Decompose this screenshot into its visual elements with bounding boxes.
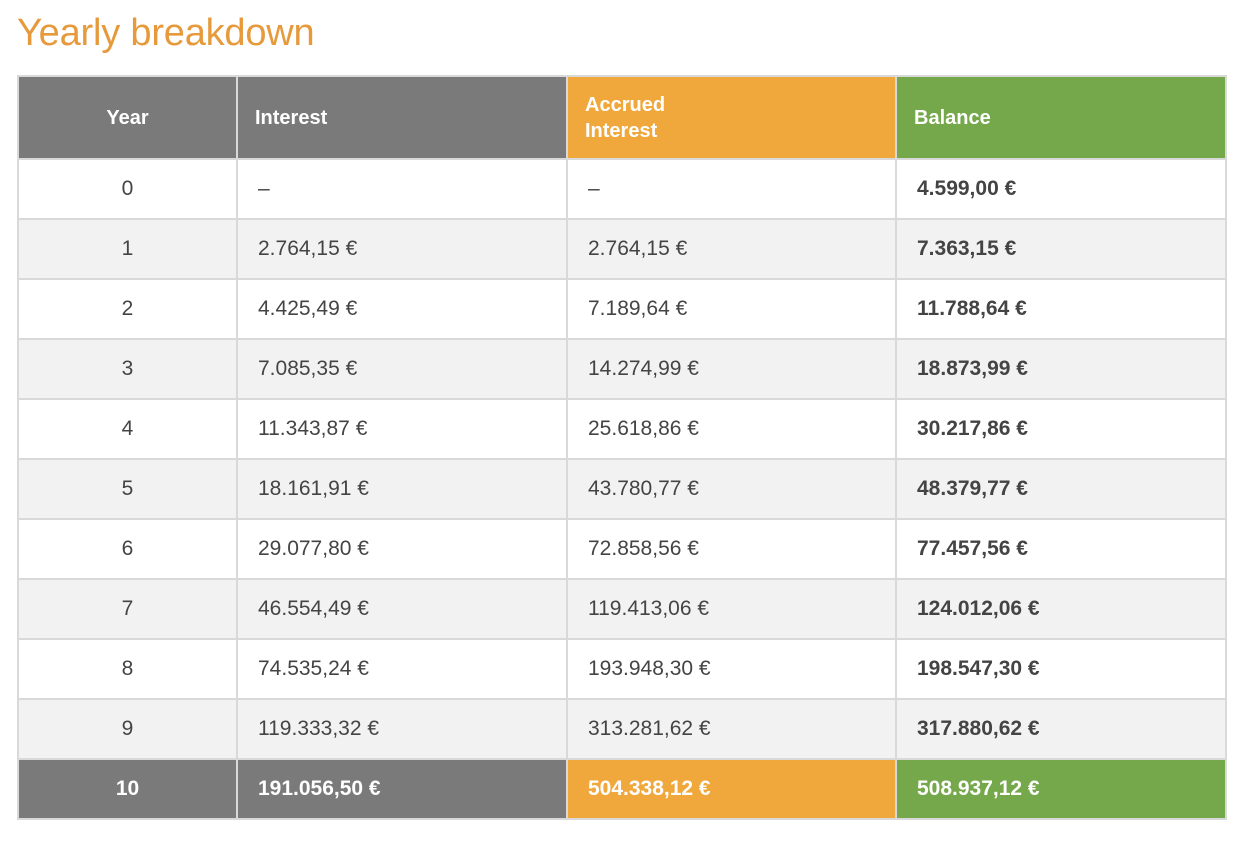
- table-row: 0 – – 4.599,00 €: [17, 158, 1227, 220]
- cell-balance: 198.547,30 €: [895, 638, 1227, 700]
- table-row: 2 4.425,49 € 7.189,64 € 11.788,64 €: [17, 278, 1227, 340]
- cell-balance: 4.599,00 €: [895, 158, 1227, 220]
- cell-accrued: 2.764,15 €: [566, 218, 897, 280]
- cell-balance: 317.880,62 €: [895, 698, 1227, 760]
- cell-year: 4: [17, 398, 238, 460]
- cell-interest: 46.554,49 €: [236, 578, 568, 640]
- table-row: 5 18.161,91 € 43.780,77 € 48.379,77 €: [17, 458, 1227, 520]
- table-row: 7 46.554,49 € 119.413,06 € 124.012,06 €: [17, 578, 1227, 640]
- cell-interest: 7.085,35 €: [236, 338, 568, 400]
- cell-accrued: 72.858,56 €: [566, 518, 897, 580]
- cell-interest: 2.764,15 €: [236, 218, 568, 280]
- cell-balance: 124.012,06 €: [895, 578, 1227, 640]
- cell-balance: 30.217,86 €: [895, 398, 1227, 460]
- cell-interest: 11.343,87 €: [236, 398, 568, 460]
- cell-year: 6: [17, 518, 238, 580]
- cell-year: 5: [17, 458, 238, 520]
- cell-accrued: 25.618,86 €: [566, 398, 897, 460]
- table-row: 3 7.085,35 € 14.274,99 € 18.873,99 €: [17, 338, 1227, 400]
- table-row: 1 2.764,15 € 2.764,15 € 7.363,15 €: [17, 218, 1227, 280]
- header-balance: Balance: [895, 75, 1227, 160]
- table-header-row: Year Interest Accrued Interest Balance: [17, 75, 1227, 160]
- cell-accrued: 313.281,62 €: [566, 698, 897, 760]
- cell-accrued: –: [566, 158, 897, 220]
- table-row: 4 11.343,87 € 25.618,86 € 30.217,86 €: [17, 398, 1227, 460]
- total-balance: 508.937,12 €: [895, 758, 1227, 820]
- cell-balance: 7.363,15 €: [895, 218, 1227, 280]
- header-accrued-line1: Accrued: [585, 93, 666, 116]
- total-interest: 191.056,50 €: [236, 758, 568, 820]
- cell-accrued: 14.274,99 €: [566, 338, 897, 400]
- cell-interest: 29.077,80 €: [236, 518, 568, 580]
- header-year: Year: [17, 75, 238, 160]
- table-total-row: 10 191.056,50 € 504.338,12 € 508.937,12 …: [17, 758, 1227, 820]
- cell-year: 1: [17, 218, 238, 280]
- cell-accrued: 43.780,77 €: [566, 458, 897, 520]
- cell-accrued: 119.413,06 €: [566, 578, 897, 640]
- cell-accrued: 7.189,64 €: [566, 278, 897, 340]
- cell-interest: 4.425,49 €: [236, 278, 568, 340]
- total-accrued: 504.338,12 €: [566, 758, 897, 820]
- cell-balance: 18.873,99 €: [895, 338, 1227, 400]
- cell-year: 0: [17, 158, 238, 220]
- cell-year: 7: [17, 578, 238, 640]
- page-title: Yearly breakdown: [17, 12, 315, 54]
- cell-accrued: 193.948,30 €: [566, 638, 897, 700]
- cell-interest: 74.535,24 €: [236, 638, 568, 700]
- cell-year: 8: [17, 638, 238, 700]
- header-accrued-line2: Interest: [585, 119, 658, 142]
- cell-interest: 18.161,91 €: [236, 458, 568, 520]
- cell-interest: 119.333,32 €: [236, 698, 568, 760]
- yearly-breakdown-table: Year Interest Accrued Interest Balance 0 …: [17, 75, 1227, 820]
- header-accrued-interest: Accrued Interest: [566, 75, 897, 160]
- cell-balance: 77.457,56 €: [895, 518, 1227, 580]
- total-year: 10: [17, 758, 238, 820]
- cell-year: 9: [17, 698, 238, 760]
- cell-year: 2: [17, 278, 238, 340]
- header-interest: Interest: [236, 75, 568, 160]
- cell-balance: 11.788,64 €: [895, 278, 1227, 340]
- table-row: 6 29.077,80 € 72.858,56 € 77.457,56 €: [17, 518, 1227, 580]
- table-row: 8 74.535,24 € 193.948,30 € 198.547,30 €: [17, 638, 1227, 700]
- cell-interest: –: [236, 158, 568, 220]
- cell-year: 3: [17, 338, 238, 400]
- cell-balance: 48.379,77 €: [895, 458, 1227, 520]
- table-row: 9 119.333,32 € 313.281,62 € 317.880,62 €: [17, 698, 1227, 760]
